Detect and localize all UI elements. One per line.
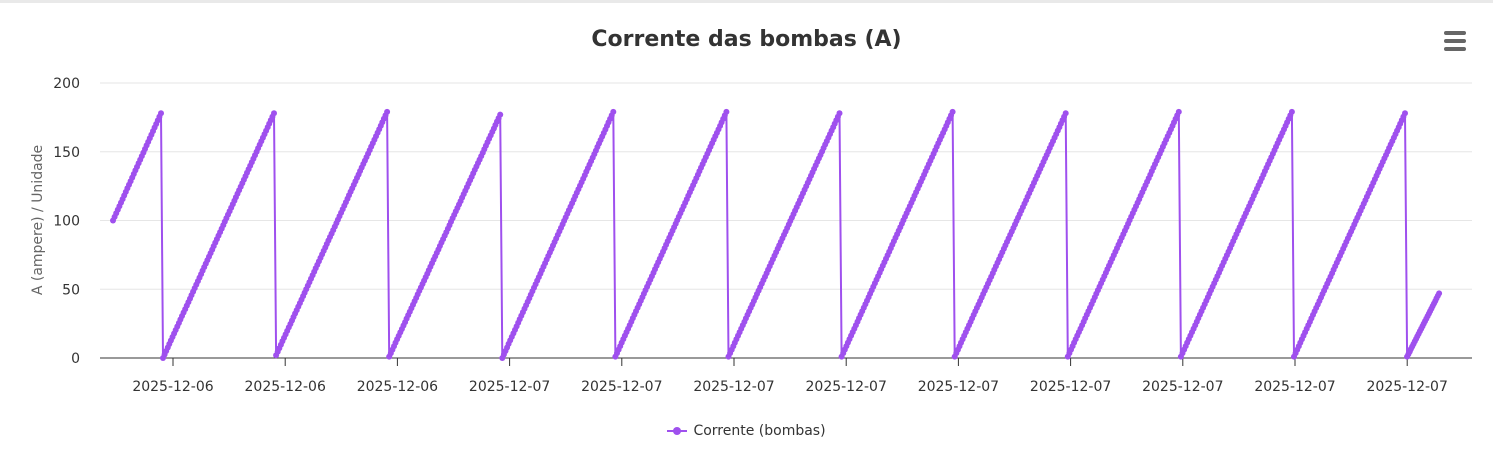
chart-plot: 0 50 100 150 200 2025-12-06 2025-12-06 2025-12… [30, 76, 1472, 395]
x-tick-label: 2025-12-07 [1030, 379, 1111, 395]
x-tick-label: 2025-12-06 [357, 379, 438, 395]
data-point[interactable] [610, 108, 617, 115]
legend-label: Corrente (bombas) [693, 423, 826, 439]
x-tick-label: 2025-12-07 [469, 379, 550, 395]
legend-line-marker-icon [667, 426, 688, 436]
data-point[interactable] [949, 108, 956, 115]
data-point[interactable] [1175, 108, 1182, 115]
x-tick-label: 2025-12-07 [693, 379, 774, 395]
y-tick-label: 200 [53, 76, 80, 92]
hamburger-menu-icon[interactable] [1441, 31, 1469, 55]
x-tick-label: 2025-12-06 [245, 379, 326, 395]
data-point[interactable] [271, 110, 277, 117]
legend-item-corrente-bombas[interactable]: Corrente (bombas) [667, 423, 826, 439]
data-point[interactable] [1436, 290, 1443, 297]
data-point[interactable] [1062, 110, 1069, 117]
data-point[interactable] [158, 110, 164, 117]
x-tick-label: 2025-12-07 [806, 379, 887, 395]
x-tick-label: 2025-12-06 [132, 379, 213, 395]
y-tick-label: 150 [53, 145, 80, 161]
legend: Corrente (bombas) [0, 423, 1493, 439]
series-line-corrente-bombas [112, 111, 1440, 359]
data-point[interactable] [384, 108, 391, 115]
y-tick-label: 50 [62, 282, 80, 298]
data-point[interactable] [1402, 110, 1408, 117]
y-tick-label: 0 [71, 351, 80, 367]
x-tick-label: 2025-12-07 [1142, 379, 1223, 395]
data-point[interactable] [497, 111, 504, 118]
y-axis-label: A (ampere) / Unidade [30, 145, 46, 295]
x-tick-label: 2025-12-07 [581, 379, 662, 395]
x-tick-label: 2025-12-07 [1254, 379, 1335, 395]
data-point[interactable] [836, 110, 843, 117]
chart-title: Corrente das bombas (A) [591, 27, 902, 52]
x-tick-label: 2025-12-07 [918, 379, 999, 395]
x-tick-label: 2025-12-07 [1367, 379, 1448, 395]
data-point[interactable] [1288, 108, 1295, 115]
data-point[interactable] [723, 108, 730, 115]
y-tick-label: 100 [53, 214, 80, 230]
